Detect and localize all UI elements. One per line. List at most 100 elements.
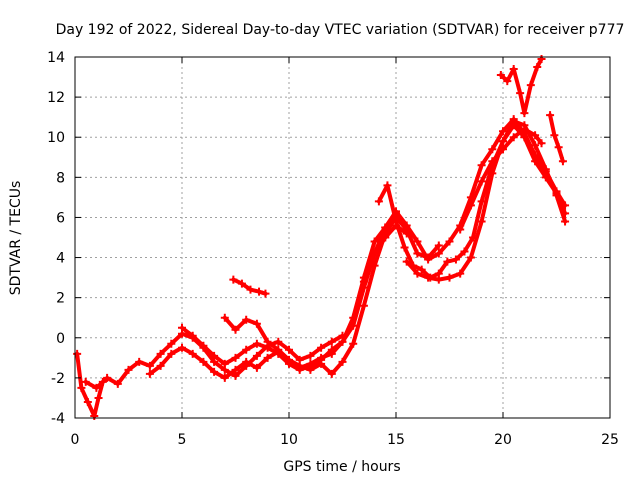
data-point [252, 339, 261, 348]
x-tick-label: 10 [280, 432, 298, 448]
y-tick-labels: -4 -2 0 2 4 6 8 10 12 14 [47, 50, 65, 427]
data-point [413, 237, 422, 246]
data-point [533, 63, 542, 72]
series-trace [404, 119, 568, 282]
data-point [499, 137, 507, 146]
data-point [370, 237, 379, 246]
data-point [359, 277, 368, 286]
data-point [252, 363, 261, 372]
y-tick-label: 14 [47, 50, 65, 66]
y-tick-label: 8 [56, 170, 65, 186]
data-point [558, 157, 567, 166]
data-point [434, 275, 443, 284]
data-point [242, 345, 251, 354]
data-point [516, 89, 525, 98]
data-point [526, 81, 535, 90]
series-arc-a [73, 349, 107, 420]
data-point [509, 65, 518, 74]
data-point [124, 365, 133, 374]
series-arc-l [546, 111, 567, 166]
data-point [338, 357, 347, 366]
y-tick-label: 4 [56, 251, 65, 267]
data-point [178, 323, 186, 332]
data-point [252, 351, 261, 360]
x-tick-label: 5 [178, 432, 187, 448]
data-point [499, 145, 507, 154]
x-tick-labels: 0 5 10 15 20 25 [71, 432, 619, 448]
data-point [460, 247, 469, 256]
data-point [73, 349, 82, 358]
data-point [113, 379, 122, 388]
series-arc-g [359, 115, 570, 286]
data-point [81, 377, 90, 386]
series-arc-j [456, 125, 546, 234]
y-tick-label: -4 [51, 411, 65, 427]
data-point [274, 337, 283, 346]
data-point [445, 237, 454, 246]
data-point [327, 369, 336, 378]
data-point [503, 77, 512, 86]
data-point [520, 133, 529, 142]
data-point [402, 221, 411, 230]
data-point [477, 217, 486, 226]
data-point [509, 133, 518, 142]
data-point [456, 225, 465, 234]
data-point [424, 255, 433, 264]
data-point [285, 345, 293, 354]
data-point [349, 339, 358, 348]
data-point [400, 243, 409, 252]
x-tick-label: 20 [494, 432, 512, 448]
data-point [520, 125, 529, 134]
series-arc-k [496, 55, 546, 118]
data-point [145, 369, 154, 378]
data-point [434, 241, 443, 250]
series-trace [498, 57, 544, 116]
data-point [317, 359, 326, 368]
x-tick-label: 15 [387, 432, 405, 448]
series-trace [548, 113, 565, 164]
data-point [263, 353, 272, 362]
data-point [499, 127, 507, 136]
data-point [92, 383, 101, 392]
data-point [231, 325, 240, 334]
data-point [451, 255, 460, 264]
data-point [231, 353, 240, 362]
data-point [317, 343, 326, 352]
data-point [220, 373, 229, 382]
data-point [466, 253, 475, 262]
data-point [537, 55, 546, 64]
data-point [220, 313, 229, 322]
data-point [359, 301, 368, 310]
y-tick-label: 6 [56, 210, 65, 226]
data-point [263, 337, 272, 346]
data-point [338, 337, 347, 346]
data-point [496, 71, 505, 80]
data-point [531, 141, 540, 150]
y-tick-label: 12 [47, 90, 65, 106]
data-point [531, 157, 540, 166]
y-tick-label: -2 [51, 371, 65, 387]
data-point [199, 341, 208, 350]
data-point [156, 361, 165, 370]
data-point [295, 361, 304, 370]
data-point [178, 343, 186, 352]
data-point [477, 177, 486, 186]
data-point [402, 257, 411, 266]
data-point [135, 357, 144, 366]
data-point [188, 331, 197, 340]
data-point [381, 223, 390, 232]
data-point [237, 279, 246, 288]
data-point [537, 139, 546, 148]
data-point [531, 131, 540, 140]
data-point [306, 365, 315, 374]
data-point [413, 269, 422, 278]
axis-ticks [74, 56, 611, 419]
data-point [220, 359, 229, 368]
data-point [255, 287, 264, 296]
data-point [443, 257, 452, 266]
plot-frame [74, 56, 611, 419]
data-point [327, 345, 336, 354]
data-point [488, 169, 497, 178]
x-tick-label: 0 [71, 432, 80, 448]
data-point [554, 143, 563, 152]
